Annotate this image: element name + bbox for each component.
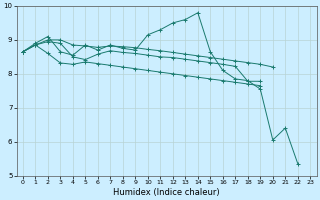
X-axis label: Humidex (Indice chaleur): Humidex (Indice chaleur) [113,188,220,197]
